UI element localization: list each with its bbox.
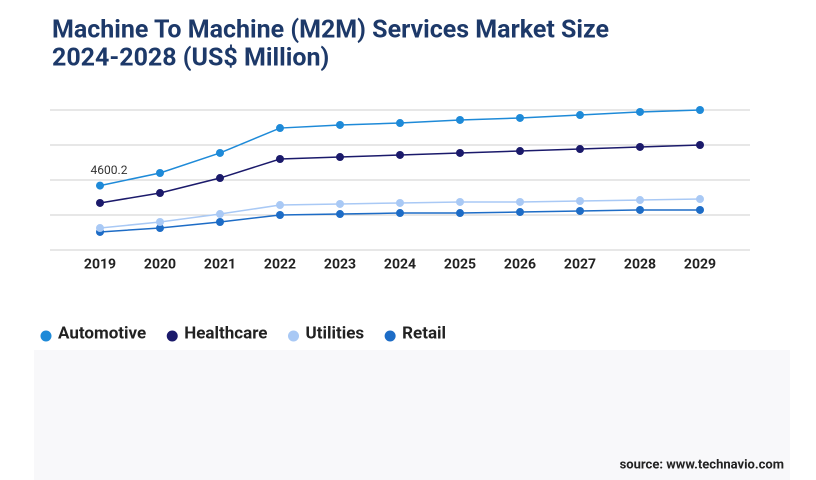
data-point — [696, 141, 704, 149]
legend-label: Retail — [402, 323, 446, 343]
data-point — [216, 210, 224, 219]
data-point — [336, 153, 344, 162]
data-point — [636, 196, 644, 205]
x-tick-label: 2028 — [624, 257, 656, 273]
x-tick-label: 2029 — [684, 257, 716, 273]
data-point — [336, 199, 344, 208]
x-tick-label: 2027 — [564, 257, 596, 273]
data-point — [216, 218, 224, 226]
data-point — [456, 197, 464, 206]
x-tick-label: 2023 — [324, 257, 356, 273]
data-point — [636, 142, 644, 151]
data-point — [576, 111, 584, 120]
data-point — [276, 155, 284, 163]
data-point — [156, 189, 164, 198]
x-tick-label: 2019 — [84, 257, 116, 273]
legend-label: Utilities — [306, 323, 365, 343]
data-point — [216, 174, 224, 183]
data-point — [396, 150, 404, 159]
data-point — [576, 145, 584, 154]
x-tick-label: 2024 — [384, 257, 416, 273]
data-point — [456, 209, 464, 218]
x-tick-label: 2021 — [204, 257, 236, 273]
x-tick-label: 2025 — [444, 257, 476, 273]
data-point — [696, 205, 704, 214]
data-label: 4600.2 — [91, 163, 128, 177]
data-point — [456, 115, 464, 124]
data-point — [96, 198, 104, 207]
data-point — [336, 210, 344, 219]
data-point — [276, 201, 284, 210]
data-point — [156, 218, 164, 226]
chart-subtitle: 2024-2028 (US$ Million) — [52, 44, 329, 73]
x-tick-label: 2022 — [264, 257, 296, 273]
data-point — [576, 206, 584, 215]
chart-title: Machine To Machine (M2M) Services Market… — [52, 16, 609, 45]
legend-label: Healthcare — [184, 323, 267, 343]
data-point — [516, 197, 524, 206]
data-point — [396, 209, 404, 218]
data-point — [156, 224, 164, 233]
data-point — [636, 205, 644, 214]
panel-background — [34, 350, 790, 480]
data-point — [156, 169, 164, 177]
data-point — [396, 119, 404, 128]
data-point — [216, 148, 224, 157]
data-point — [96, 224, 104, 233]
data-point — [516, 113, 524, 122]
source: source: www.technavio.com — [620, 457, 784, 472]
data-point — [516, 208, 524, 217]
legend-marker — [166, 330, 178, 342]
data-point — [576, 197, 584, 205]
data-point — [336, 120, 344, 129]
data-point — [276, 124, 284, 133]
x-tick-label: 2026 — [504, 257, 536, 273]
data-point — [456, 148, 464, 157]
data-point — [276, 211, 284, 219]
legend-marker — [288, 330, 299, 342]
data-point — [516, 147, 524, 156]
legend-label: Automotive — [58, 323, 146, 343]
data-point — [636, 107, 644, 116]
legend-marker — [40, 330, 52, 342]
data-point — [96, 181, 104, 190]
x-tick-label: 2020 — [144, 257, 176, 273]
data-point — [696, 106, 704, 114]
data-point — [396, 198, 404, 207]
data-point — [696, 195, 704, 204]
legend-marker — [384, 330, 396, 342]
